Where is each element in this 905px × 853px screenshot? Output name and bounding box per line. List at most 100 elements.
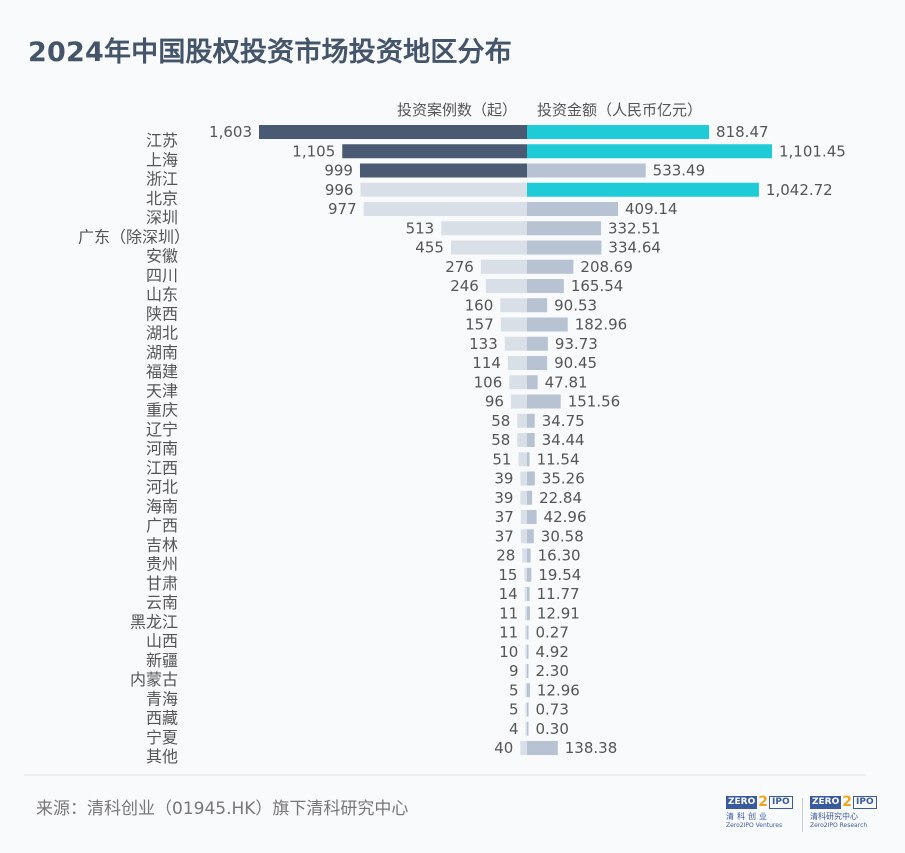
source-note: 来源：清科创业（01945.HK）旗下清科研究中心 <box>36 799 409 819</box>
amount-bar <box>527 202 619 216</box>
amount-value-label: 30.58 <box>541 527 584 545</box>
count-bar <box>480 259 527 274</box>
zero2ipo-ventures-logo: ZERO 2 IPO 清科创业 Zero2IPO Ventures <box>726 795 796 836</box>
count-value-label: 9 <box>509 662 519 680</box>
amount-value-label: 1,042.72 <box>766 181 833 199</box>
amount-bar <box>527 125 710 139</box>
count-bar <box>525 644 527 659</box>
logo-en-text: Zero2IPO Research <box>810 822 868 829</box>
amount-bar <box>527 163 646 178</box>
amount-value-label: 42.96 <box>544 508 587 526</box>
count-value-label: 96 <box>485 393 504 411</box>
count-value-label: 246 <box>450 277 479 295</box>
count-value-label: 5 <box>509 681 519 699</box>
region-label: 深圳 <box>146 208 178 227</box>
logo-divider <box>802 798 803 832</box>
count-bar <box>520 471 527 486</box>
count-bar <box>500 298 527 313</box>
amount-value-label: 93.73 <box>555 335 598 353</box>
amount-bar <box>527 721 529 736</box>
amount-value-label: 151.56 <box>568 393 621 411</box>
amount-bar <box>527 587 530 601</box>
region-label: 辽宁 <box>146 420 178 439</box>
amount-bar <box>527 279 564 293</box>
count-value-label: 5 <box>509 701 519 719</box>
region-label: 湖北 <box>146 324 178 343</box>
amount-value-label: 90.53 <box>554 296 597 314</box>
amount-value-label: 34.75 <box>542 412 585 430</box>
amount-bar <box>527 683 530 698</box>
count-value-label: 39 <box>494 489 513 507</box>
count-value-label: 999 <box>324 162 353 180</box>
count-bar <box>441 221 527 236</box>
amount-bar <box>527 567 532 582</box>
logo-zero-text: ZERO <box>810 796 842 809</box>
amount-bar <box>527 702 529 717</box>
amount-value-label: 11.54 <box>537 450 580 468</box>
amount-bar <box>527 644 529 659</box>
region-label: 山西 <box>146 632 178 651</box>
amount-bar <box>527 452 530 467</box>
amount-bar <box>527 741 558 755</box>
count-value-label: 37 <box>495 527 514 545</box>
count-bar <box>359 163 527 178</box>
amount-bar <box>527 664 529 678</box>
count-bar <box>342 144 527 159</box>
region-label: 内蒙古 <box>130 670 178 689</box>
logo-ipo-text: IPO <box>853 796 877 809</box>
count-value-label: 513 <box>406 219 435 237</box>
count-bar <box>509 375 527 390</box>
logo-cn-text: 清科创业 <box>726 812 770 821</box>
region-label: 四川 <box>146 266 178 285</box>
amount-value-label: 138.38 <box>565 739 618 757</box>
count-bar <box>517 413 527 428</box>
count-bar <box>259 125 527 139</box>
amount-bar <box>527 529 534 544</box>
region-label: 吉林 <box>146 535 178 554</box>
region-label: 上海 <box>146 150 178 169</box>
count-value-label: 106 <box>474 373 503 391</box>
amount-bar <box>527 298 548 313</box>
amount-bar <box>527 317 568 332</box>
region-label: 河北 <box>146 478 178 497</box>
logo-en-text: Zero2IPO Ventures <box>726 822 783 829</box>
amount-value-label: 16.30 <box>538 547 581 565</box>
diverging-bar-chart: 1,603 818.47 江苏 1,105 1,101.45 上海 999 533.49 浙江 9… <box>78 123 846 766</box>
region-label: 海南 <box>146 497 178 516</box>
count-value-label: 51 <box>492 450 511 468</box>
amount-value-label: 22.84 <box>539 489 582 507</box>
count-value-label: 10 <box>499 643 518 661</box>
region-label: 广西 <box>146 516 178 535</box>
count-value-label: 1,105 <box>292 142 335 160</box>
logo-cn-text: 清科研究中心 <box>810 812 858 821</box>
count-bar <box>520 741 527 755</box>
count-value-label: 14 <box>499 585 518 603</box>
amount-value-label: 0.30 <box>536 720 569 738</box>
amount-bar <box>527 490 533 505</box>
amount-value-label: 182.96 <box>575 316 628 334</box>
count-value-label: 157 <box>465 316 494 334</box>
amount-bar <box>527 240 602 255</box>
count-bar <box>525 606 527 621</box>
count-value-label: 160 <box>465 296 494 314</box>
count-bar <box>520 529 527 544</box>
amount-value-label: 0.73 <box>536 701 569 719</box>
region-label: 贵州 <box>146 555 178 574</box>
region-label: 江西 <box>146 458 178 477</box>
amount-bar <box>527 259 574 274</box>
amount-value-label: 4.92 <box>536 643 569 661</box>
amount-value-label: 332.51 <box>608 219 661 237</box>
amount-value-label: 19.54 <box>538 566 581 584</box>
region-label: 其他 <box>146 747 178 766</box>
amount-value-label: 11.77 <box>537 585 580 603</box>
region-label: 江苏 <box>146 131 178 150</box>
amount-value-label: 90.45 <box>554 354 597 372</box>
count-value-label: 28 <box>496 547 515 565</box>
count-value-label: 39 <box>494 470 513 488</box>
amount-value-label: 47.81 <box>545 373 588 391</box>
amount-value-label: 1,101.45 <box>779 142 846 160</box>
count-bar <box>504 336 527 351</box>
region-label: 湖南 <box>146 343 178 362</box>
count-bar <box>507 356 527 370</box>
count-bar <box>518 452 527 467</box>
